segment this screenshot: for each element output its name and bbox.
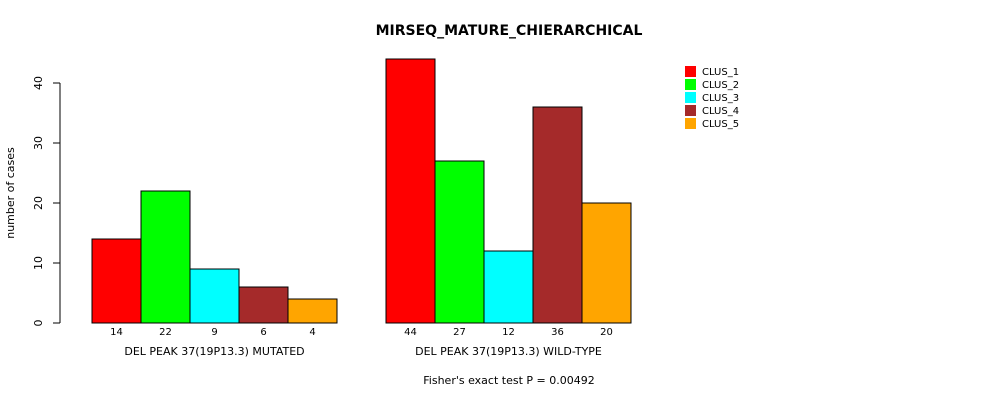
bar: [91, 238, 142, 324]
legend-swatch: [685, 79, 696, 90]
bar: [385, 58, 436, 324]
legend-label: CLUS_3: [702, 93, 739, 104]
bar-value-labels: 14 22 9 6 4 44 27 12 36 20: [110, 327, 613, 338]
legend: CLUS_1 CLUS_2 CLUS_3 CLUS_4 CLUS_5: [685, 66, 739, 130]
bar-count-label: 27: [453, 327, 466, 338]
bar-count-label: 44: [404, 327, 417, 338]
group-labels: DEL PEAK 37(19P13.3) MUTATED DEL PEAK 37(…: [124, 345, 602, 358]
bar: [532, 106, 583, 324]
legend-swatch: [685, 118, 696, 129]
legend-swatch: [685, 92, 696, 103]
bar: [483, 250, 534, 324]
bars: [91, 58, 632, 324]
y-axis: 0 10 20 30 40: [32, 76, 61, 327]
y-tick-label: 30: [32, 136, 45, 150]
legend-label: CLUS_2: [702, 80, 739, 91]
bar: [434, 160, 485, 324]
bar-count-label: 20: [600, 327, 613, 338]
group-label: DEL PEAK 37(19P13.3) WILD-TYPE: [415, 345, 602, 358]
bar: [287, 298, 338, 324]
bar: [140, 190, 191, 324]
legend-label: CLUS_4: [702, 106, 739, 117]
legend-swatch: [685, 105, 696, 116]
y-tick-label: 20: [32, 196, 45, 210]
legend-label: CLUS_5: [702, 119, 739, 130]
legend-label: CLUS_1: [702, 67, 739, 78]
chart-title: MIRSEQ_MATURE_CHIERARCHICAL: [376, 23, 643, 39]
group-label: DEL PEAK 37(19P13.3) MUTATED: [124, 345, 304, 358]
bar-count-label: 14: [110, 327, 123, 338]
y-tick-label: 10: [32, 256, 45, 270]
y-tick-label: 40: [32, 76, 45, 90]
bar-count-label: 4: [309, 327, 315, 338]
bar: [238, 286, 289, 324]
bar-count-label: 36: [551, 327, 564, 338]
legend-swatch: [685, 66, 696, 77]
bar-count-label: 6: [260, 327, 266, 338]
footnote: Fisher's exact test P = 0.00492: [423, 374, 594, 387]
bar: [189, 268, 240, 324]
bar-count-label: 9: [211, 327, 217, 338]
bar: [581, 202, 632, 324]
bar-count-label: 22: [159, 327, 172, 338]
y-tick-label: 0: [32, 320, 45, 327]
bar-count-label: 12: [502, 327, 515, 338]
y-axis-label: number of cases: [4, 147, 17, 239]
